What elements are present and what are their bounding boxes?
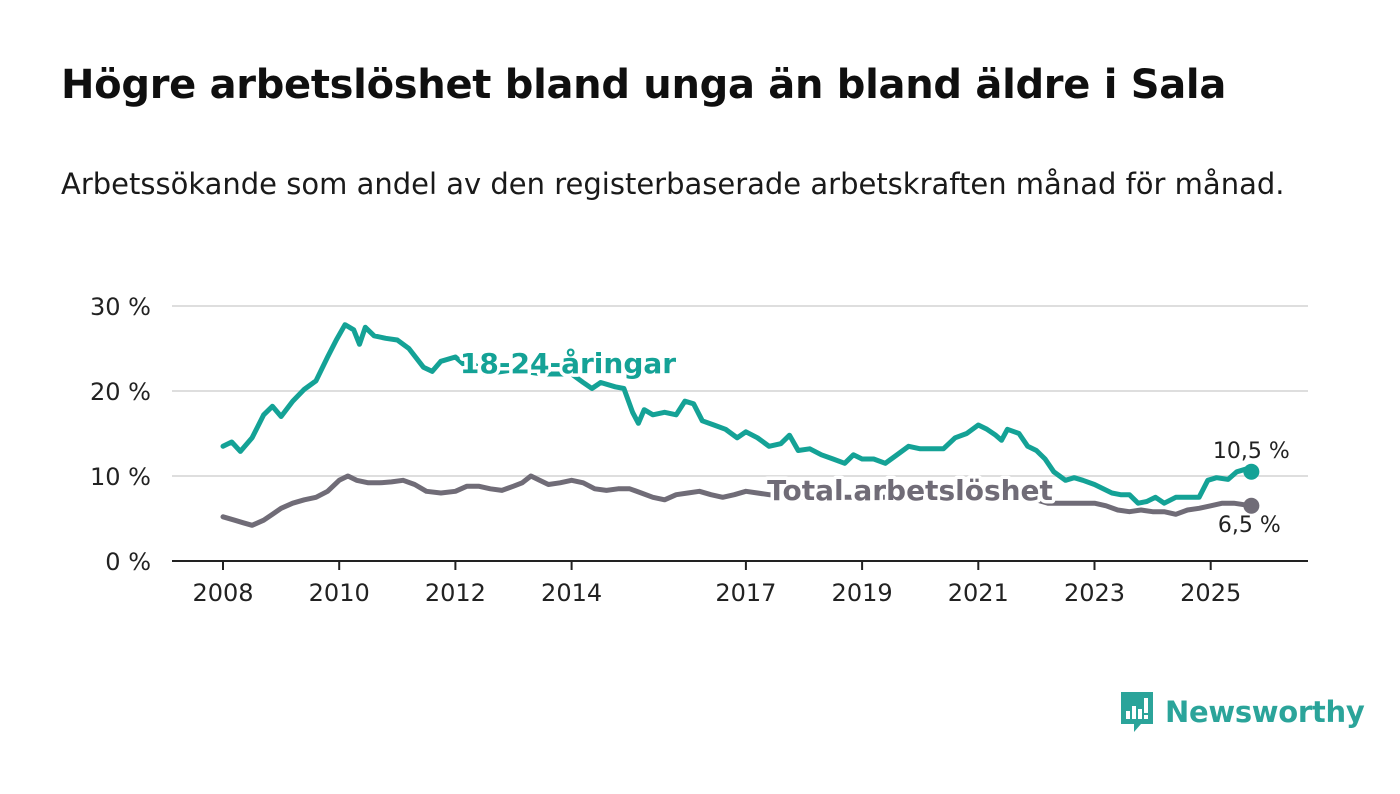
y-tick-label: 30 % xyxy=(90,293,151,321)
chart-title: Högre arbetslöshet bland unga än bland ä… xyxy=(61,62,1227,108)
x-tick-label: 2021 xyxy=(948,579,1009,607)
x-tick-label: 2010 xyxy=(309,579,370,607)
brand-logo[interactable]: Newsworthy xyxy=(1119,690,1365,734)
x-tick-label: 2014 xyxy=(541,579,602,607)
x-tick-label: 2017 xyxy=(715,579,776,607)
series-label-total: Total arbetslöshet xyxy=(767,474,1053,507)
series-label-youth: 18-24-åringar xyxy=(460,347,676,380)
y-tick-label: 10 % xyxy=(90,463,151,491)
y-tick-label: 20 % xyxy=(90,378,151,406)
chart-subtitle: Arbetssökande som andel av den registerb… xyxy=(61,167,1285,201)
x-tick-label: 2008 xyxy=(192,579,253,607)
newsworthy-logo-icon xyxy=(1121,692,1153,732)
end-point-youth xyxy=(1243,463,1260,480)
end-value-label-total: 6,5 % xyxy=(1218,513,1281,538)
x-tick-label: 2025 xyxy=(1180,579,1241,607)
brand-name: Newsworthy xyxy=(1165,695,1365,729)
x-tick-label: 2023 xyxy=(1064,579,1125,607)
series-line-total xyxy=(220,473,1254,528)
end-point-total xyxy=(1243,497,1260,514)
x-tick-label: 2019 xyxy=(832,579,893,607)
y-tick-label: 0 % xyxy=(105,548,151,576)
end-value-label-youth: 10,5 % xyxy=(1213,439,1290,464)
x-tick-label: 2012 xyxy=(425,579,486,607)
series-line-youth xyxy=(220,322,1254,506)
